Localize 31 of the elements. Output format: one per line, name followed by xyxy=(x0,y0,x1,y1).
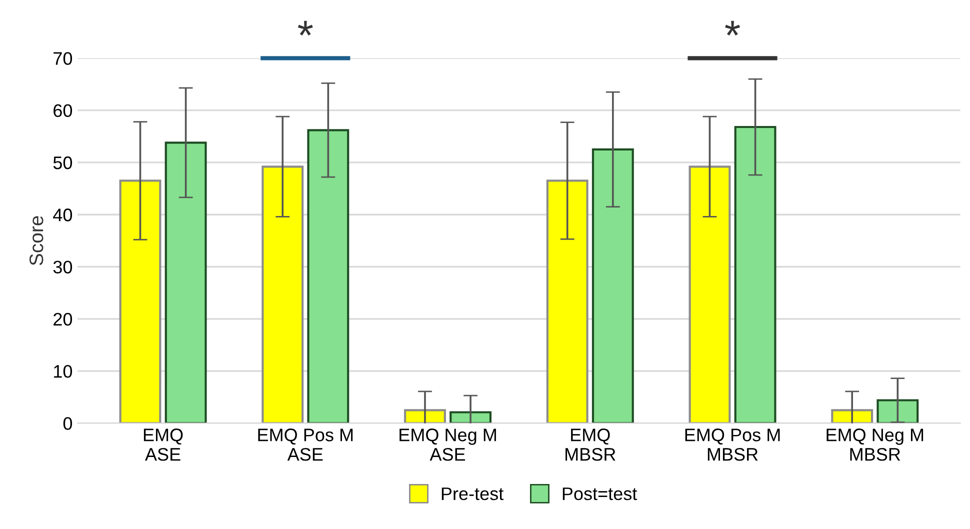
bar xyxy=(546,180,588,424)
text: * xyxy=(725,20,740,36)
y-tick-label: 50 xyxy=(53,156,72,170)
bar xyxy=(688,166,731,424)
x-tick-label: EMQ ASE xyxy=(144,428,183,461)
y-tick-label: 40 xyxy=(53,208,72,222)
x-tick-label: EMQ Neg M ASE xyxy=(400,428,496,461)
bar xyxy=(734,126,776,424)
x-tick-label: EMQ Pos M ASE xyxy=(258,428,353,461)
x-tick-label: EMQ MBSR xyxy=(566,428,616,461)
x-tick-label: EMQ Pos M MBSR xyxy=(685,428,780,461)
y-tick-label: 10 xyxy=(54,364,72,378)
y-tick-label: 60 xyxy=(54,104,72,118)
bar xyxy=(404,409,446,424)
text: * xyxy=(298,20,313,36)
bar xyxy=(307,129,350,424)
y-tick-label: 20 xyxy=(54,312,72,326)
bar xyxy=(592,148,634,424)
bar xyxy=(164,142,207,424)
legend-label: Post=test xyxy=(562,488,638,500)
bar xyxy=(262,166,304,424)
x-tick-label: EMQ Neg M MBSR xyxy=(826,428,924,461)
y-axis-title: Score xyxy=(29,216,44,266)
bar xyxy=(119,180,162,424)
bar xyxy=(450,411,492,424)
bar xyxy=(831,409,874,424)
legend-label: Pre-test xyxy=(442,488,504,500)
y-tick-label: 30 xyxy=(53,260,72,274)
bar xyxy=(876,399,919,424)
y-tick-label: 0 xyxy=(63,417,72,430)
y-tick-label: 70 xyxy=(54,52,72,65)
